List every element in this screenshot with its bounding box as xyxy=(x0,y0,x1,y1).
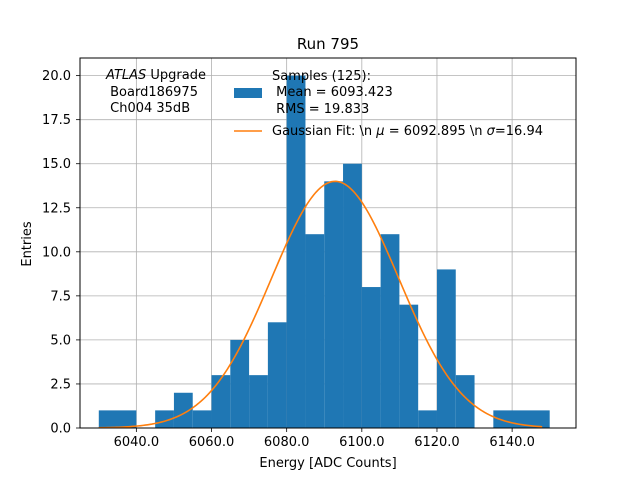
histogram-bar xyxy=(98,410,137,428)
chart-title: Run 795 xyxy=(297,35,359,53)
x-tick-label: 6040.0 xyxy=(114,435,160,450)
x-tick-label: 6120.0 xyxy=(414,435,460,450)
histogram-bar xyxy=(455,375,475,428)
histogram-bar xyxy=(173,392,193,428)
y-tick-label: 12.5 xyxy=(42,201,71,216)
y-tick-label: 17.5 xyxy=(42,113,71,128)
x-axis-label: Energy [ADC Counts] xyxy=(259,456,396,471)
histogram-bar xyxy=(211,375,231,428)
histogram-bar xyxy=(324,181,344,428)
x-tick-label: 6080.0 xyxy=(264,435,310,450)
histogram-bar xyxy=(493,410,550,428)
legend-samples-line-3: RMS = 19.833 xyxy=(272,102,369,117)
histogram-bar xyxy=(155,410,174,428)
histogram-bar xyxy=(192,410,212,428)
plot-frame xyxy=(79,57,577,429)
histogram-bar xyxy=(418,410,437,428)
x-tick-label: 6100.0 xyxy=(339,435,385,450)
histogram-bar xyxy=(361,287,381,428)
axis-ticks: 6040.0 6060.0 6080.0 6100.0 6120.0 6140.0 0.0 2… xyxy=(42,69,535,450)
upgrade-label: Upgrade xyxy=(146,68,206,83)
histogram-bar xyxy=(267,322,287,428)
atlas-label: ATLAS xyxy=(105,68,146,83)
histogram-bar xyxy=(286,75,306,428)
y-tick-label: 10.0 xyxy=(42,245,71,260)
legend-samples-swatch xyxy=(234,88,262,98)
y-tick-label: 15.0 xyxy=(42,157,71,172)
atlas-annotation: ATLAS Upgrade Board186975 Ch004 35dB xyxy=(105,68,206,116)
y-tick-label: 5.0 xyxy=(50,333,71,348)
annotation-line-2: Board186975 xyxy=(106,85,198,100)
histogram-bar xyxy=(230,339,250,428)
annotation-line-1: ATLAS Upgrade xyxy=(105,68,206,83)
histogram-bar xyxy=(380,234,400,428)
y-tick-label: 7.5 xyxy=(50,289,71,304)
histogram-bar xyxy=(305,234,325,428)
y-tick-label: 20.0 xyxy=(42,69,71,84)
gaussian-fit xyxy=(98,180,543,429)
x-tick-label: 6060.0 xyxy=(189,435,235,450)
histogram-bars xyxy=(98,75,550,428)
gaussian-fit-curve xyxy=(98,180,543,429)
legend-samples-line-2: Mean = 6093.423 xyxy=(272,85,393,100)
histogram-bar xyxy=(436,269,456,428)
legend-samples-line-1: Samples (125): xyxy=(272,69,371,84)
y-axis-label: Entries xyxy=(20,221,35,267)
legend-fit-label: Gaussian Fit: \n μ = 6092.895 \n σ=16.94 xyxy=(272,124,543,139)
legend: Samples (125): Mean = 6093.423 RMS = 19.… xyxy=(234,69,543,139)
annotation-line-3: Ch004 35dB xyxy=(106,101,190,116)
histogram-bar xyxy=(343,163,362,428)
y-tick-label: 0.0 xyxy=(50,422,71,437)
histogram-bar xyxy=(249,375,268,428)
y-tick-label: 2.5 xyxy=(50,377,71,392)
histogram-bar xyxy=(399,304,419,428)
x-tick-label: 6140.0 xyxy=(489,435,535,450)
